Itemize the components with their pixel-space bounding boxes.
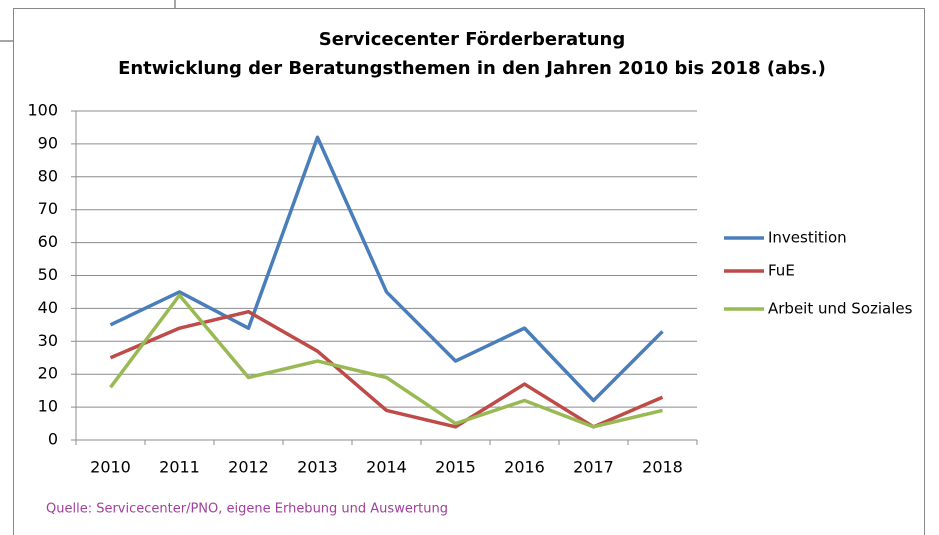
x-tick-label: 2014 (366, 458, 407, 477)
y-tick-label: 20 (38, 364, 58, 383)
legend-label: Investition (768, 229, 847, 247)
y-tick-label: 60 (38, 232, 58, 251)
series-line (109, 309, 664, 429)
x-tick-label: 2015 (435, 458, 476, 477)
series-line (109, 135, 664, 403)
y-tick-label: 10 (38, 397, 58, 416)
y-tick-label: 70 (38, 199, 58, 218)
y-tick-label: 30 (38, 331, 58, 350)
x-tick-label: 2011 (159, 458, 200, 477)
x-tick-label: 2012 (228, 458, 269, 477)
x-tick-label: 2016 (504, 458, 545, 477)
chart-frame (13, 8, 925, 535)
y-tick-label: 100 (27, 101, 58, 120)
x-tick-label: 2013 (297, 458, 338, 477)
legend-label: FuE (768, 262, 795, 280)
y-tick-label: 50 (38, 265, 58, 284)
legend-label: Arbeit und Soziales (768, 300, 913, 318)
chart-subtitle: Entwicklung der Beratungsthemen in den J… (118, 58, 826, 79)
y-tick-label: 90 (38, 133, 58, 152)
series-line (109, 293, 663, 429)
y-tick-label: 0 (48, 430, 58, 449)
y-tick-label: 40 (38, 298, 58, 317)
x-tick-label: 2010 (90, 458, 131, 477)
x-tick-label: 2018 (642, 458, 683, 477)
y-tick-label: 80 (38, 166, 58, 185)
x-tick-label: 2017 (573, 458, 614, 477)
source-note: Quelle: Servicecenter/PNO, eigene Erhebu… (46, 502, 448, 517)
chart-title: Servicecenter Förderberatung (319, 29, 626, 50)
